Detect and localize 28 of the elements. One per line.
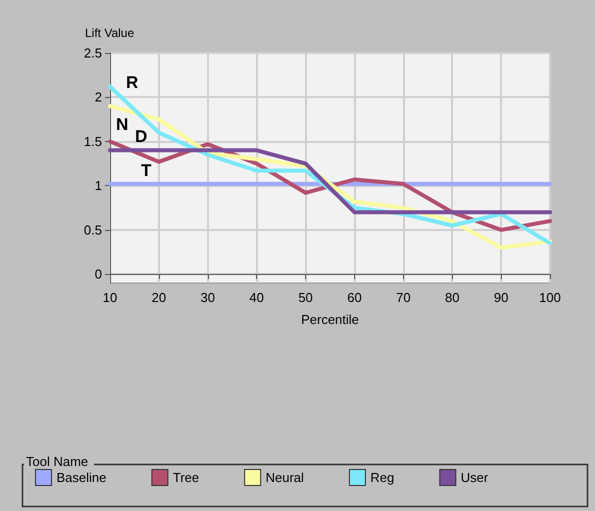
legend-label: Tree — [172, 470, 200, 485]
y-tick-label: 1.5 — [84, 134, 102, 149]
annotation: N — [116, 115, 128, 134]
x-axis-title: Percentile — [301, 312, 359, 327]
legend-title: Tool Name — [26, 454, 88, 469]
y-tick-label: 0 — [94, 266, 102, 282]
y-tick-label: 2.5 — [84, 46, 102, 60]
y-axis-title: Lift Value — [85, 26, 134, 40]
legend-label: Neural — [266, 470, 304, 485]
x-tick-label: 90 — [494, 290, 508, 305]
x-tick-label: 50 — [298, 290, 313, 305]
annotation: T — [141, 161, 152, 180]
y-tick-label: 1 — [94, 178, 102, 194]
x-tick-label: 10 — [102, 290, 118, 305]
x-tick-label: 80 — [444, 290, 460, 305]
annotation: D — [135, 127, 148, 146]
legend-label: Reg — [370, 470, 394, 485]
x-tick-label: 100 — [539, 290, 561, 305]
legend-label: User — [460, 470, 489, 485]
x-tick-label: 30 — [200, 290, 216, 305]
y-tick-label: 2 — [94, 90, 102, 105]
x-tick-label: 20 — [152, 290, 166, 305]
y-tick-label: 0.5 — [84, 222, 102, 238]
annotation: R — [126, 73, 138, 92]
legend-label: Baseline — [56, 470, 106, 485]
x-tick-label: 60 — [347, 290, 362, 305]
x-tick-label: 70 — [396, 290, 411, 305]
x-tick-label: 40 — [249, 290, 264, 305]
